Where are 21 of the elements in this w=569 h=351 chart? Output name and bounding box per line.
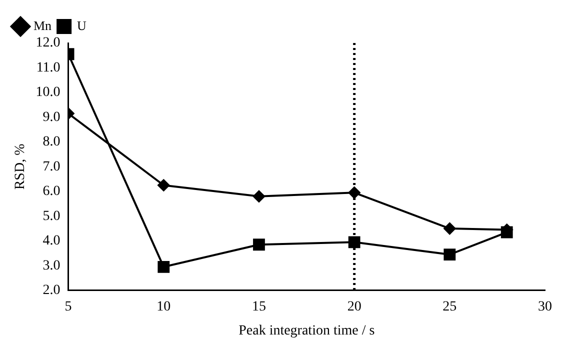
x-tick-label: 30: [538, 299, 552, 314]
x-axis-title: Peak integration time / s: [238, 323, 375, 338]
y-tick-label: 6.0: [42, 184, 60, 200]
y-tick-label: 9.0: [42, 110, 60, 125]
legend-label: Mn: [34, 18, 52, 33]
x-tick-label: 10: [156, 299, 171, 314]
x-tick-label: 25: [442, 299, 457, 314]
y-tick-label: 10.0: [36, 85, 60, 100]
y-tick-label: 4.0: [42, 234, 60, 249]
legend-label: U: [77, 18, 88, 33]
y-tick-label: 7.0: [42, 159, 60, 174]
y-tick-label: 3.0: [42, 258, 60, 274]
y-tick-label: 2.0: [42, 283, 60, 298]
x-tick-label: 20: [347, 299, 362, 314]
y-tick-label: 12.0: [36, 36, 60, 51]
y-tick-label: 5.0: [42, 208, 60, 224]
x-tick-label: 5: [64, 299, 72, 314]
y-axis-title: RSD, %: [13, 143, 28, 190]
y-tick-label: 11.0: [36, 60, 60, 76]
y-tick-label: 8.0: [42, 134, 60, 150]
x-tick-label: 15: [252, 299, 266, 314]
